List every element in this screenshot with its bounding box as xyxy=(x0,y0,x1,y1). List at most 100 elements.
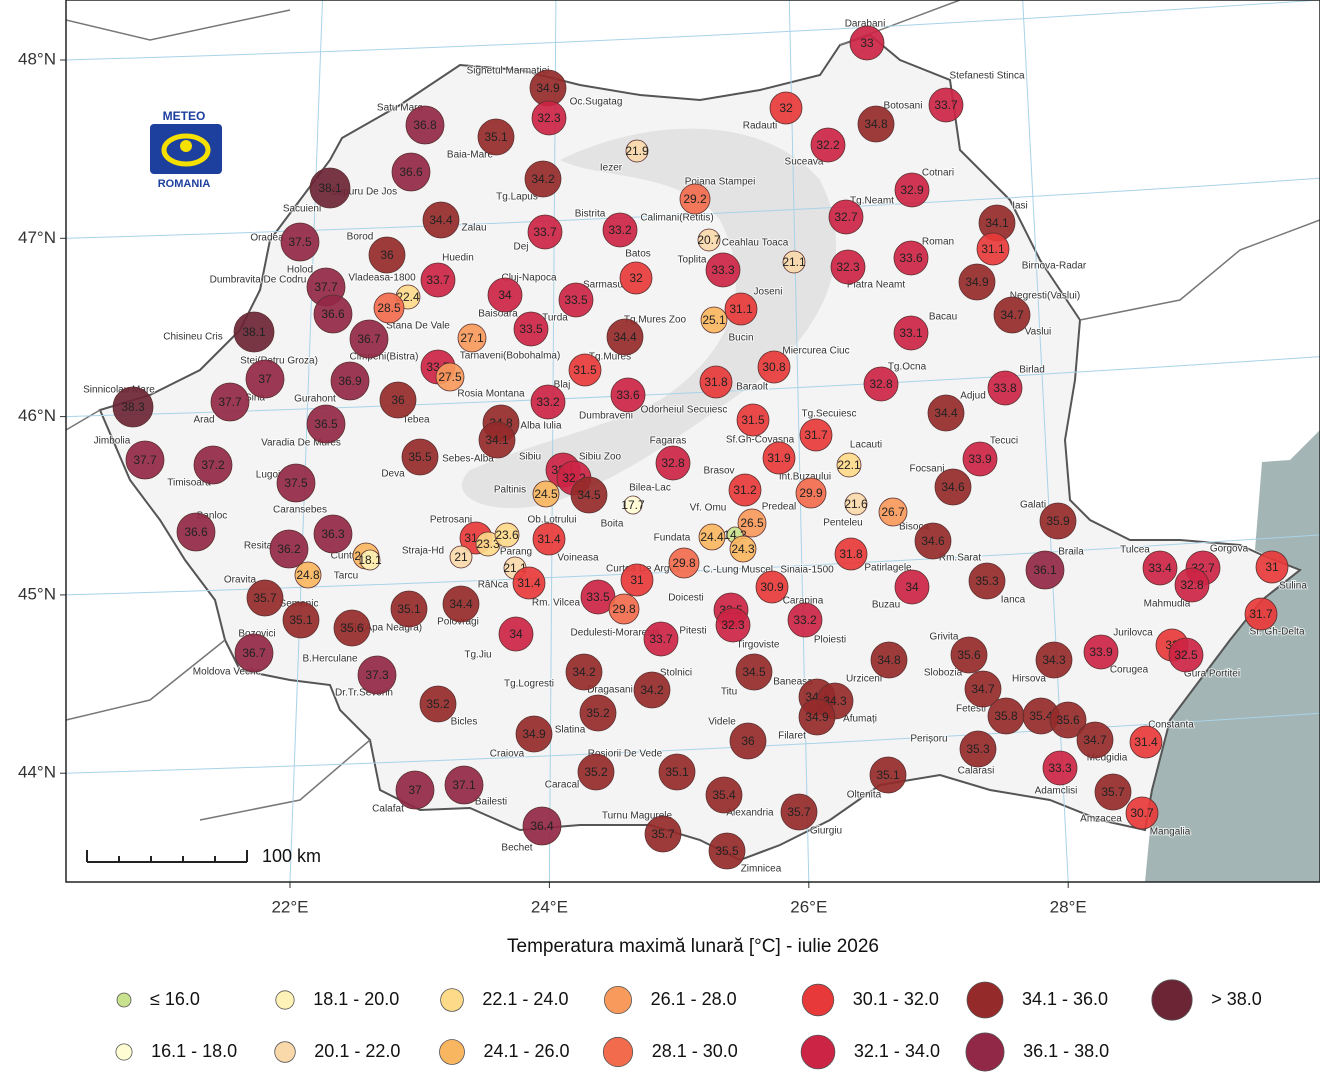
place-name: Sarmasu xyxy=(583,280,623,291)
station-marker xyxy=(870,641,908,679)
station-marker xyxy=(735,653,773,691)
place-name: Petrosani xyxy=(430,515,472,526)
station-marker xyxy=(570,476,608,514)
place-name: Craiova xyxy=(490,749,525,760)
place-name: Giurgiu xyxy=(810,826,842,837)
place-name: Videle xyxy=(708,717,736,728)
station-marker xyxy=(401,438,439,476)
station-marker xyxy=(395,770,435,810)
place-name: Grivita xyxy=(930,632,959,643)
place-name: Ploiesti xyxy=(814,635,846,646)
station-value: 36.2 xyxy=(277,542,301,556)
station-marker xyxy=(357,655,397,695)
station-value: 35.7 xyxy=(253,591,277,605)
place-name: Jimbolia xyxy=(94,436,131,447)
station-value: 33.2 xyxy=(793,613,817,627)
station-marker xyxy=(976,232,1010,266)
station-value: 37.7 xyxy=(218,395,242,409)
station-marker xyxy=(1076,721,1114,759)
station-marker xyxy=(568,353,602,387)
station-marker xyxy=(655,445,691,481)
station-value: 34.1 xyxy=(485,433,509,447)
place-name: Roman xyxy=(922,237,954,248)
station-marker xyxy=(579,694,617,732)
station-marker xyxy=(795,477,827,509)
station-value: 37 xyxy=(408,783,422,797)
station-value: 33.8 xyxy=(993,381,1017,395)
place-name: Cotnari xyxy=(922,168,954,179)
station-value: 24.8 xyxy=(296,568,320,582)
station-value: 33.9 xyxy=(968,452,992,466)
place-name: Gurahont xyxy=(294,394,336,405)
scale-line xyxy=(86,850,248,863)
station-marker xyxy=(625,139,649,163)
station-value: 34.9 xyxy=(805,710,829,724)
station-marker xyxy=(309,167,351,209)
place-name: Bechet xyxy=(501,843,532,854)
station-marker xyxy=(762,441,796,475)
station-value: 28.5 xyxy=(377,301,401,315)
station-marker xyxy=(1244,597,1278,631)
station-value: 31 xyxy=(1265,560,1279,574)
station-marker xyxy=(176,512,216,552)
place-name: Constanta xyxy=(1148,720,1194,731)
place-name: Dumbraveni xyxy=(579,411,633,422)
station-value: 35.6 xyxy=(340,621,364,635)
lat-tick-label: 44°N xyxy=(18,763,56,782)
place-name: Adamclisi xyxy=(1035,786,1078,797)
place-name: Tarcu xyxy=(334,571,358,582)
station-marker xyxy=(987,370,1023,406)
station-marker xyxy=(799,418,833,452)
station-value: 35.1 xyxy=(289,613,313,627)
legend-label: 34.1 - 36.0 xyxy=(1022,989,1108,1009)
station-marker xyxy=(405,105,445,145)
place-name: Patirlagele xyxy=(864,563,912,574)
neighbor-borders xyxy=(66,0,1320,821)
place-name: Chisineu Cris xyxy=(163,332,222,343)
station-value: 37.7 xyxy=(133,453,157,467)
station-value: 33.3 xyxy=(1048,761,1072,775)
place-name: Birnova-Radar xyxy=(1022,261,1087,272)
place-name: Bicles xyxy=(451,717,478,728)
station-marker xyxy=(697,228,721,252)
station-marker xyxy=(233,311,275,353)
station-value: 31.1 xyxy=(981,242,1005,256)
place-name: Tulcea xyxy=(1120,545,1150,556)
station-value: 33.6 xyxy=(616,388,640,402)
station-marker xyxy=(280,222,320,262)
station-marker xyxy=(724,292,758,326)
station-marker xyxy=(359,549,381,571)
station-marker xyxy=(532,522,566,556)
scale-label: 100 km xyxy=(262,846,321,866)
station-marker xyxy=(193,445,233,485)
station-marker xyxy=(349,319,389,359)
lon-tick-label: 22°E xyxy=(271,897,308,916)
legend-swatch xyxy=(800,1034,836,1070)
place-name: Alexandria xyxy=(726,808,774,819)
legend-label: ≤ 16.0 xyxy=(150,989,200,1009)
station-value: 34.8 xyxy=(864,117,888,131)
station-marker xyxy=(602,212,638,248)
legend-swatch xyxy=(604,986,633,1015)
station-value: 35.5 xyxy=(715,844,739,858)
station-value: 22.1 xyxy=(837,458,861,472)
station-value: 34.5 xyxy=(742,665,766,679)
station-value: 30.7 xyxy=(1130,806,1154,820)
station-value: 35.8 xyxy=(994,709,1018,723)
lat-tick-label: 45°N xyxy=(18,584,56,603)
station-marker xyxy=(968,562,1006,600)
station-marker xyxy=(112,386,154,428)
station-marker xyxy=(934,468,972,506)
station-value: 34.7 xyxy=(1083,733,1107,747)
station-marker xyxy=(210,382,250,422)
legend-swatch xyxy=(275,990,295,1010)
place-name: Tg.Secuiesc xyxy=(801,409,856,420)
place-name: Turda xyxy=(542,313,568,324)
station-marker xyxy=(828,199,864,235)
place-name: Odorheiul Secuiesc xyxy=(641,405,728,416)
place-name: Zimnicea xyxy=(741,864,782,875)
station-value: 32.8 xyxy=(869,377,893,391)
place-name: Sibiu xyxy=(519,452,541,463)
logo-dot xyxy=(180,140,192,152)
station-value: 35.7 xyxy=(651,827,675,841)
